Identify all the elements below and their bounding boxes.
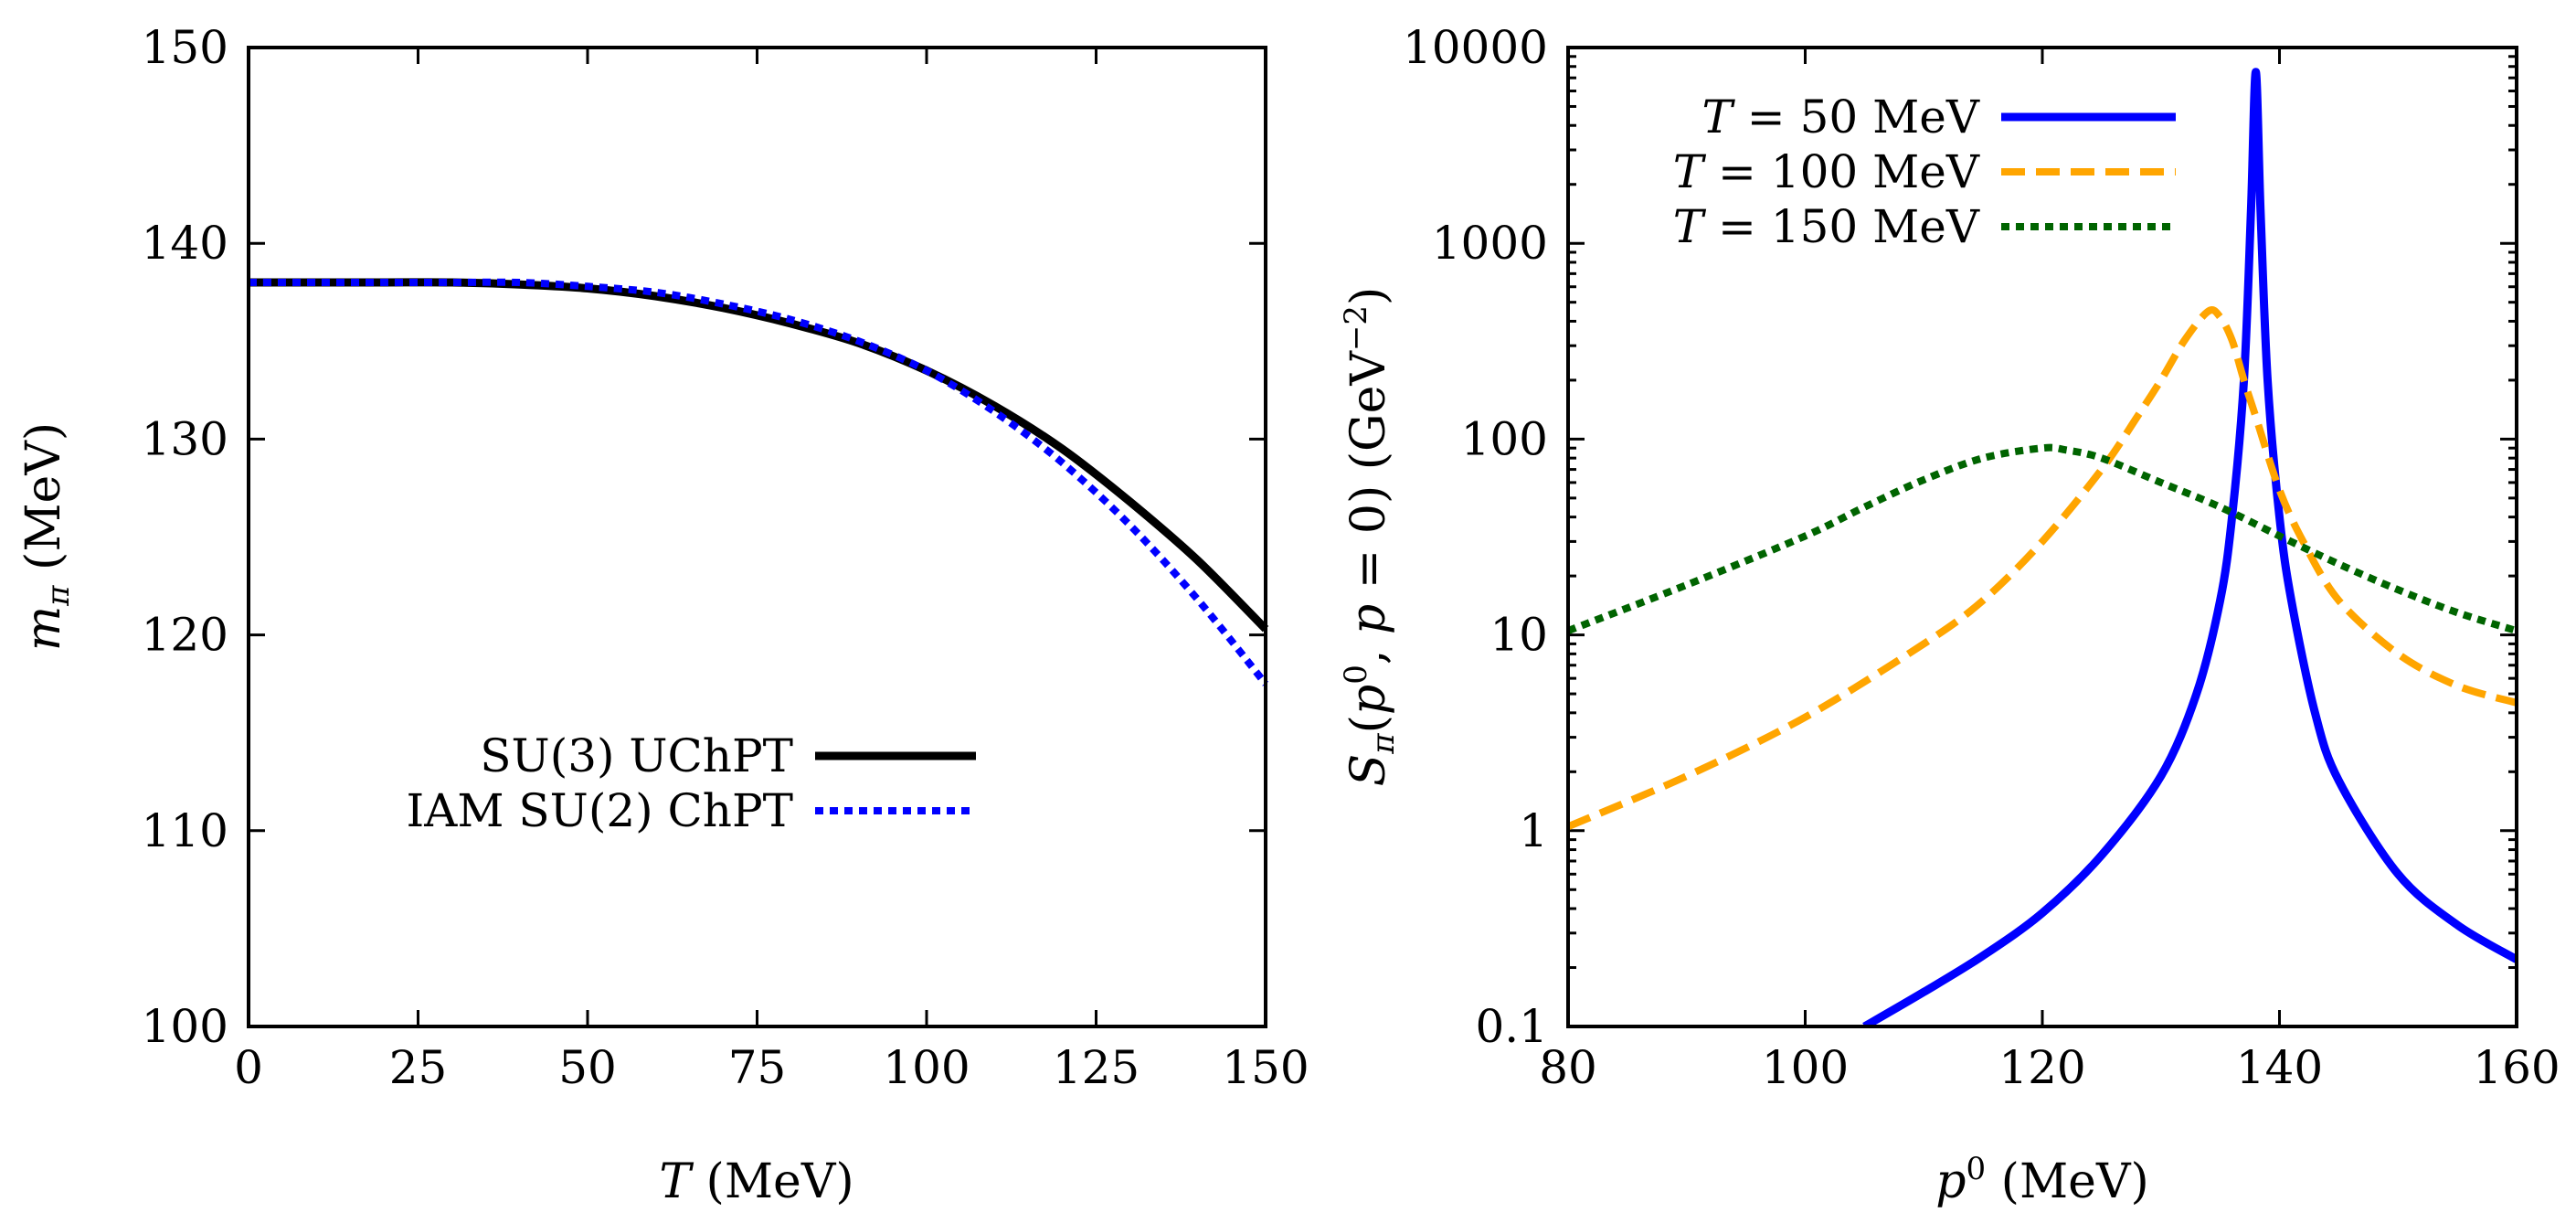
right-series-t-150-mev — [1568, 443, 2517, 634]
right-series-t-50-mev — [1862, 68, 2517, 1026]
right-series-group — [1568, 68, 2517, 1026]
left-y-tick-label: 120 — [142, 609, 228, 662]
left-x-tick-label: 25 — [389, 1041, 448, 1094]
left-x-tick-label: 150 — [1222, 1041, 1309, 1094]
right-legend-label: T = 100 MeV — [1673, 145, 1980, 198]
right-plot-frame — [1566, 46, 2518, 1028]
left-series-iam-su-2-chpt — [249, 278, 1269, 686]
left-legend-label: SU(3) UChPT — [480, 729, 793, 782]
right-tick-labels: 80 100 120 140 160 0.1 1 10 100 1000 10000 — [1403, 21, 2560, 1094]
left-y-axis-label: mπ (MeV) — [16, 422, 77, 651]
right-x-tick-label: 140 — [2236, 1041, 2323, 1094]
left-tick-labels: 0 25 50 75 100 125 150 100 110 120 130 140 150 — [142, 21, 1309, 1094]
right-y-tick-label: 10 — [1489, 609, 1548, 662]
left-panel: 0 25 50 75 100 125 150 100 110 120 130 140 150 T (Me… — [16, 21, 1309, 1209]
right-y-tick-label: 1 — [1519, 804, 1548, 857]
left-x-tick-label: 100 — [883, 1041, 970, 1094]
left-x-tick-label: 75 — [728, 1041, 787, 1094]
left-x-tick-label: 0 — [234, 1041, 263, 1094]
left-x-axis-label: T (MeV) — [659, 1154, 853, 1209]
left-y-tick-label: 150 — [142, 21, 228, 74]
right-legend-label: T = 50 MeV — [1702, 90, 1980, 144]
right-y-tick-label: 100 — [1461, 412, 1548, 465]
left-y-tick-label: 140 — [142, 217, 228, 270]
right-x-tick-label: 120 — [1998, 1041, 2085, 1094]
left-y-tick-label: 100 — [142, 1000, 228, 1053]
left-series-group — [249, 278, 1269, 686]
right-x-axis-label: p0 (MeV) — [1935, 1151, 2149, 1209]
left-legend-label: IAM SU(2) ChPT — [406, 784, 793, 837]
right-legend-label: T = 150 MeV — [1673, 200, 1980, 253]
right-x-tick-label: 160 — [2473, 1041, 2560, 1094]
right-series-t-100-mev — [1568, 306, 2517, 830]
right-y-tick-label: 10000 — [1403, 21, 1548, 74]
left-plot-frame — [247, 46, 1267, 1028]
right-panel: 80 100 120 140 160 0.1 1 10 100 1000 10000 p0 (MeV… — [1338, 21, 2560, 1209]
left-x-tick-label: 125 — [1053, 1041, 1140, 1094]
right-y-axis-label: Sπ(p0, p = 0) (GeV−2) — [1338, 287, 1402, 787]
left-y-tick-label: 130 — [142, 412, 228, 465]
left-x-tick-label: 50 — [558, 1041, 617, 1094]
right-x-tick-label: 80 — [1539, 1041, 1597, 1094]
left-y-tick-label: 110 — [142, 804, 228, 857]
right-x-tick-label: 100 — [1762, 1041, 1849, 1094]
right-y-tick-label: 0.1 — [1475, 1000, 1548, 1053]
right-y-tick-label: 1000 — [1432, 217, 1548, 270]
